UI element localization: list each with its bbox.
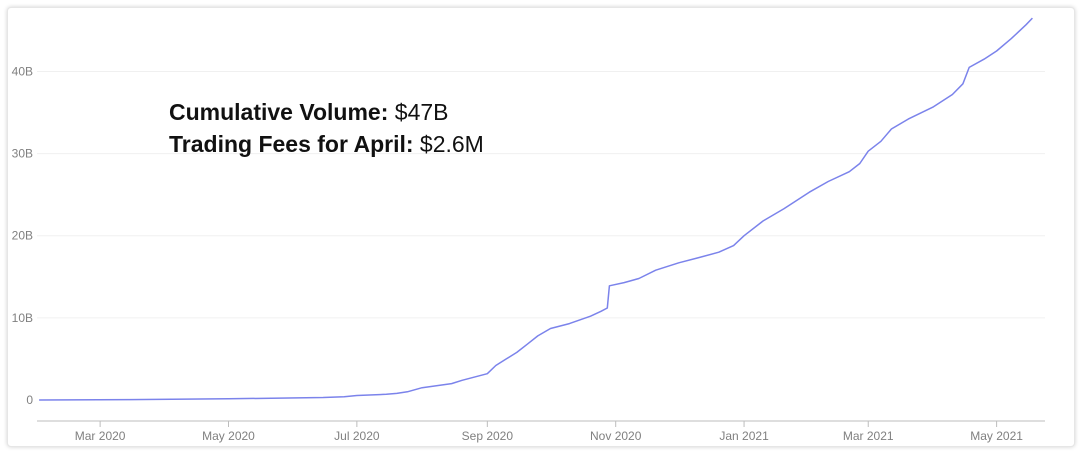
y-tick-label: 10B (12, 311, 33, 325)
x-tick-label: May 2020 (202, 429, 255, 443)
x-axis: Mar 2020 May 2020 Jul 2020 Sep 2020 Nov 2020… (37, 420, 1045, 443)
x-tick-label: May 2021 (970, 429, 1023, 443)
x-tick-label: Jul 2020 (334, 429, 380, 443)
series-line (39, 17, 1033, 401)
cumulative-volume-annotation: Cumulative Volume: $47B (169, 99, 449, 126)
y-tick-label: 30B (12, 147, 33, 161)
y-tick-label: 20B (12, 229, 33, 243)
series-layer (39, 17, 1033, 401)
y-tick-label: 40B (12, 64, 33, 78)
x-tick-label: Mar 2020 (75, 429, 126, 443)
trading-fees-label: Trading Fees for April: (169, 131, 414, 157)
x-tick-label: Sep 2020 (462, 429, 514, 443)
y-tick-label: 0 (26, 393, 33, 407)
cumulative-volume-label: Cumulative Volume: (169, 99, 389, 125)
trading-fees-annotation: Trading Fees for April: $2.6M (169, 131, 484, 158)
chart-frame (7, 7, 1075, 447)
x-tick-label: Nov 2020 (590, 429, 642, 443)
y-axis: 0 10B 20B 30B 40B (12, 64, 34, 407)
cumulative-volume-value: $47B (388, 99, 449, 125)
x-tick-label: Jan 2021 (719, 429, 769, 443)
x-tick-label: Mar 2021 (843, 429, 894, 443)
grid-lines (37, 70, 1045, 319)
trading-fees-value: $2.6M (413, 131, 484, 157)
